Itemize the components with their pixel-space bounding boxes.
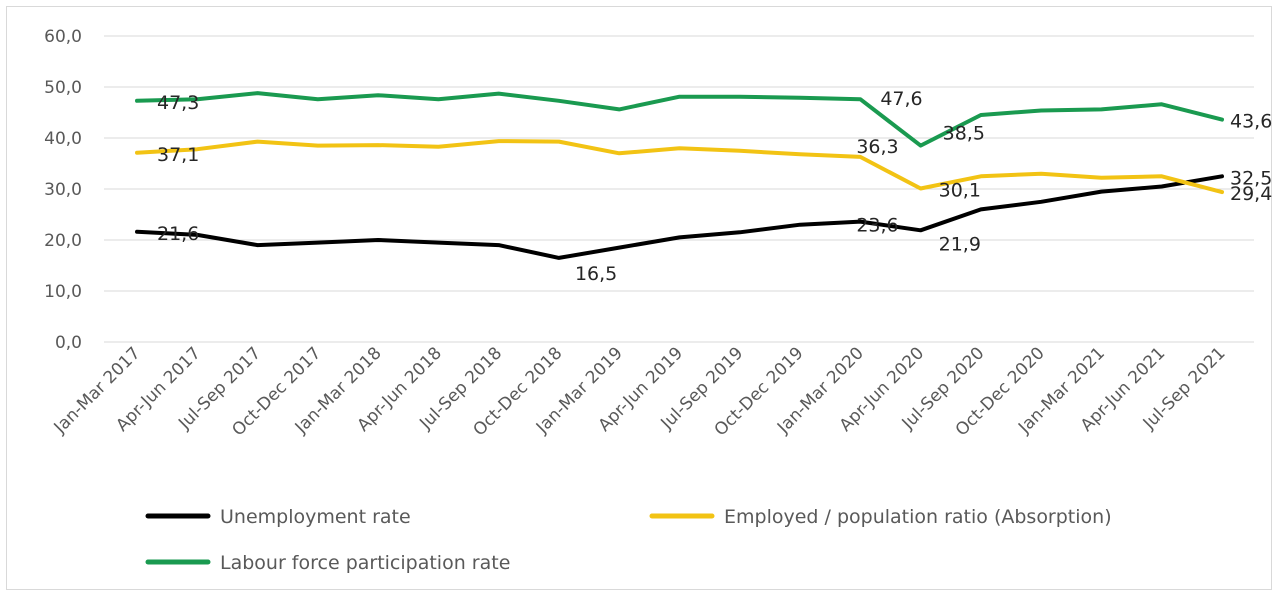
gridlines	[104, 35, 1254, 343]
chart-frame	[6, 6, 1272, 590]
y-tick-label: 40,0	[44, 129, 82, 149]
series-line	[135, 174, 1224, 260]
y-tick-label: 60,0	[44, 27, 82, 47]
legend: Unemployment rate Employed / population r…	[145, 506, 1112, 574]
data-label: 47,3	[157, 92, 199, 114]
legend-label: Employed / population ratio (Absorption)	[724, 506, 1112, 528]
data-labels: 21,6 16,5 23,6 21,9 32,5 37,1 36,3 30,1 29,4 47,3…	[157, 88, 1272, 285]
data-label: 37,1	[157, 144, 199, 166]
data-label: 30,1	[939, 179, 981, 201]
data-label: 32,5	[1230, 167, 1272, 189]
data-label: 36,3	[856, 136, 898, 158]
series-line	[135, 139, 1224, 195]
y-tick-label: 20,0	[44, 231, 82, 251]
data-label: 21,9	[939, 233, 981, 255]
data-label: 38,5	[943, 123, 985, 145]
data-label: 47,6	[880, 88, 922, 110]
legend-label: Unemployment rate	[220, 506, 411, 528]
data-label: 43,6	[1230, 111, 1272, 133]
y-tick-label: 50,0	[44, 78, 82, 98]
data-label: 23,6	[856, 215, 898, 237]
series-lines	[135, 91, 1224, 260]
y-tick-label: 10,0	[44, 282, 82, 302]
series-line	[135, 91, 1224, 148]
data-label: 21,6	[157, 223, 199, 245]
y-tick-label: 30,0	[44, 180, 82, 200]
legend-label: Labour force participation rate	[220, 552, 510, 574]
y-tick-label: 0,0	[55, 333, 82, 353]
data-label: 16,5	[575, 263, 617, 285]
data-label: 29,4	[1230, 183, 1272, 205]
y-axis: 0,0 10,0 20,0 30,0 40,0 50,0 60,0	[44, 27, 82, 353]
